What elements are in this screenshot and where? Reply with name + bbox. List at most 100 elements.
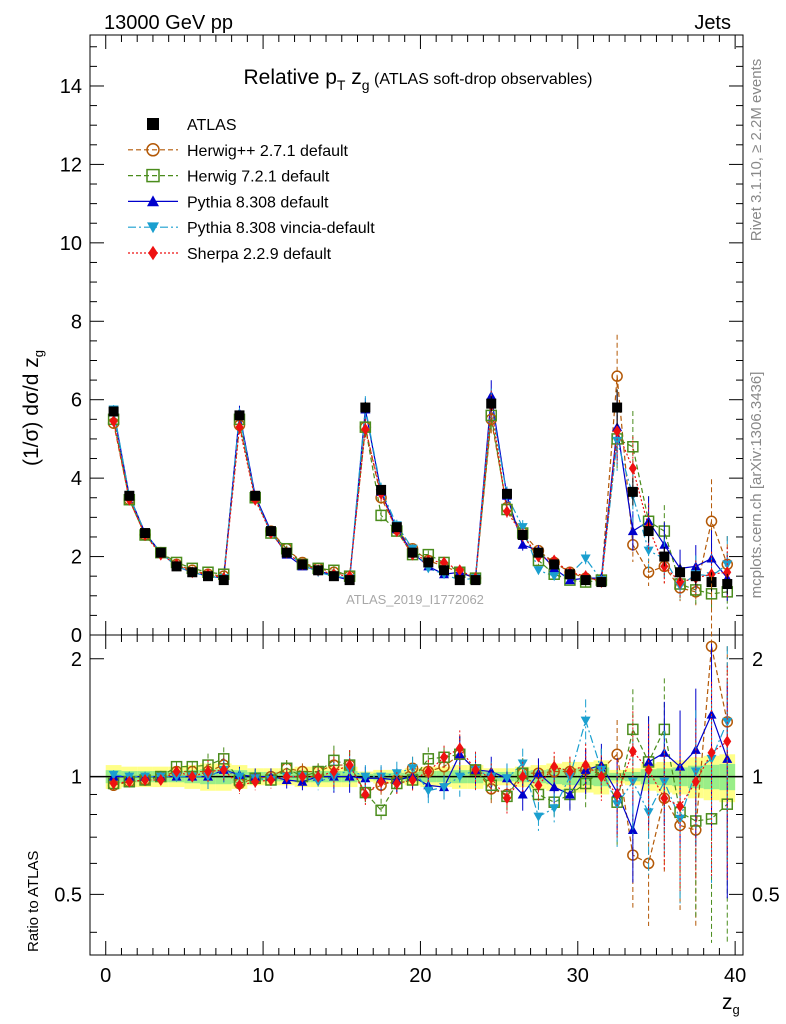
ratio-point-sherpa [707,746,716,759]
ratio-line-herwig7 [113,727,728,822]
ratio-point-sherpa [597,770,606,783]
point-atlas [549,559,560,570]
lower-plot-frame [89,634,744,956]
point-atlas [313,565,324,576]
point-atlas [501,488,512,499]
lower-ylabel: Ratio to ATLAS [25,851,42,952]
legend-label: Herwig++ 2.7.1 default [187,143,349,160]
point-vincia [533,566,544,576]
ratio-point-sherpa [298,770,307,783]
rivet-label: Rivet 3.1.10, ≥ 2.2M events [748,59,765,242]
point-atlas [675,567,686,578]
series-line-sherpa [113,405,728,583]
point-atlas [407,547,418,558]
point-pythia [627,526,638,536]
mcplots-label: mcplots.cern.ch [arXiv:1306.3436] [748,372,765,599]
y-tick-label: 0 [71,625,82,647]
legend-item-atlas: ATLAS [147,117,237,134]
point-atlas [423,557,434,568]
ratio-point-sherpa [534,779,543,792]
ratio-point-sherpa [723,735,732,748]
point-atlas [533,547,544,558]
point-herwig7 [375,509,387,522]
ratio-point-sherpa [581,759,590,772]
y-tick-label: 4 [71,468,82,490]
point-vincia [643,546,654,556]
legend-item-herwig7: Herwig 7.2.1 default [128,169,330,186]
point-atlas [155,547,166,558]
x-tick-label: 10 [252,965,274,987]
point-pythia [564,575,575,585]
legend: ATLAS Herwig++ 2.7.1 default Herwig 7.2.1 … [128,117,375,263]
point-sherpa [628,462,637,475]
point-atlas [265,526,276,537]
legend-item-vincia: Pythia 8.308 vincia-default [128,220,375,237]
upper-series-markers [107,334,734,610]
point-atlas [171,561,182,572]
ratio-point-sherpa [613,788,622,801]
point-vincia [549,572,560,582]
ratio-point-vincia [501,774,512,784]
point-atlas [580,575,591,586]
ratio-point-vincia [580,716,591,726]
y-tick-label: 0.5 [54,884,82,906]
y-tick-label: 2 [752,649,763,671]
point-vincia [580,554,591,564]
upper-ylabel: (1/σ) dσ/d zg [20,350,46,466]
point-herwigpp [611,370,623,382]
ratio-point-vincia [627,777,638,787]
ratio-point-sherpa [471,763,480,776]
point-sherpa [723,566,732,579]
point-pythia [517,539,528,549]
ratio-point-sherpa [660,792,669,805]
ratio-point-vincia [423,786,434,796]
point-atlas [690,571,701,582]
chart-title: Relative pT zg (ATLAS soft-drop observab… [244,66,593,93]
point-sherpa [613,425,622,438]
point-atlas [344,575,355,586]
point-herwigpp [705,515,718,528]
point-atlas [643,526,654,537]
ratio-point-vincia [596,765,607,775]
legend-marker-sherpa [148,245,158,261]
legend-marker-vincia [147,222,159,234]
ratio-point-sherpa [361,788,370,801]
series-atlas [108,389,733,595]
point-atlas [376,484,387,495]
legend-item-herwigpp: Herwig++ 2.7.1 default [128,143,349,160]
ratio-point-sherpa [628,745,637,758]
ratio-point-sherpa [691,775,700,788]
point-atlas [596,577,607,588]
ratio-point-pythia [533,768,544,778]
ratio-point-pythia [517,789,528,799]
series-sherpa [109,390,732,598]
legend-item-pythia: Pythia 8.308 default [128,194,329,211]
energy-label: 13000 GeV pp [104,12,233,34]
point-atlas [517,530,528,540]
ratio-point-sherpa [345,759,354,772]
ratio-point-sherpa [109,777,118,790]
legend-marker-atlas [147,118,159,130]
ratio-series-sherpa [109,665,732,891]
y-tick-label: 14 [60,76,82,98]
series-pythia [108,380,733,601]
ratio-point-sherpa [440,751,449,764]
y-tick-label: 10 [60,233,82,255]
y-tick-label: 2 [71,547,82,569]
ratio-point-sherpa [487,772,496,785]
series-line-vincia [113,403,728,587]
lower-axis-ticks: 0 10 20 30 40 0.5 0.5 1 1 2 2 [54,635,780,987]
point-sherpa [109,415,118,428]
ratio-point-sherpa [141,773,150,786]
xlabel: zg [722,991,740,1017]
series-line-herwig7 [113,415,728,595]
ratio-series-herwig7 [107,678,734,944]
point-vincia [517,523,528,533]
y-tick-label: 0.5 [752,884,780,906]
point-sherpa [455,564,464,577]
x-tick-label: 20 [409,965,431,987]
category-label: Jets [694,12,731,34]
ratio-point-vincia [659,777,670,787]
ratio-point-sherpa [676,800,685,813]
